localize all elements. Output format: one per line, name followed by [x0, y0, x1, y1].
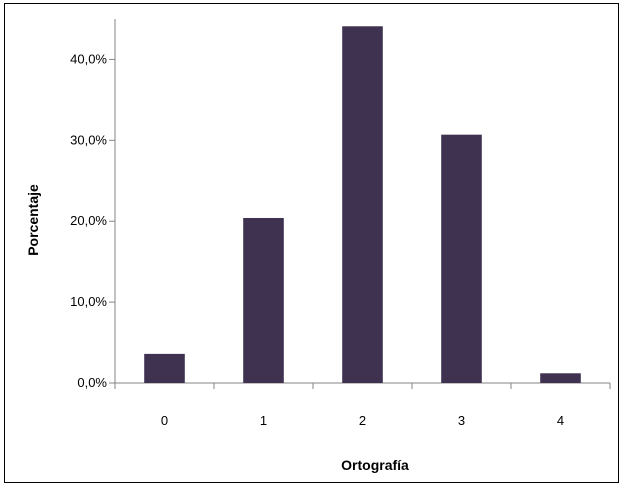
x-axis-title: Ortografía — [341, 457, 409, 473]
y-tick-label: 10,0% — [70, 294, 107, 309]
y-tick-label: 40,0% — [70, 51, 107, 66]
bars — [144, 26, 581, 384]
y-tick-label: 30,0% — [70, 132, 107, 147]
x-tick-label: 4 — [557, 413, 564, 428]
bar-1 — [243, 217, 284, 383]
chart-frame — [4, 3, 619, 483]
y-axis: 0,0% 10,0% 20,0% 30,0% 40,0% — [70, 19, 116, 390]
x-axis: 0 1 2 3 4 — [114, 382, 611, 428]
y-axis-title: Porcentaje — [25, 184, 41, 256]
bar-2 — [342, 26, 383, 384]
y-tick-label: 0,0% — [77, 375, 107, 390]
y-tick-label: 20,0% — [70, 213, 107, 228]
bar-3 — [441, 134, 482, 383]
bar-4 — [540, 373, 581, 383]
x-tick-label: 3 — [458, 413, 465, 428]
bar-0 — [144, 353, 185, 383]
x-tick-label: 2 — [359, 413, 366, 428]
x-tick-label: 0 — [161, 413, 168, 428]
x-tick-label: 1 — [260, 413, 267, 428]
